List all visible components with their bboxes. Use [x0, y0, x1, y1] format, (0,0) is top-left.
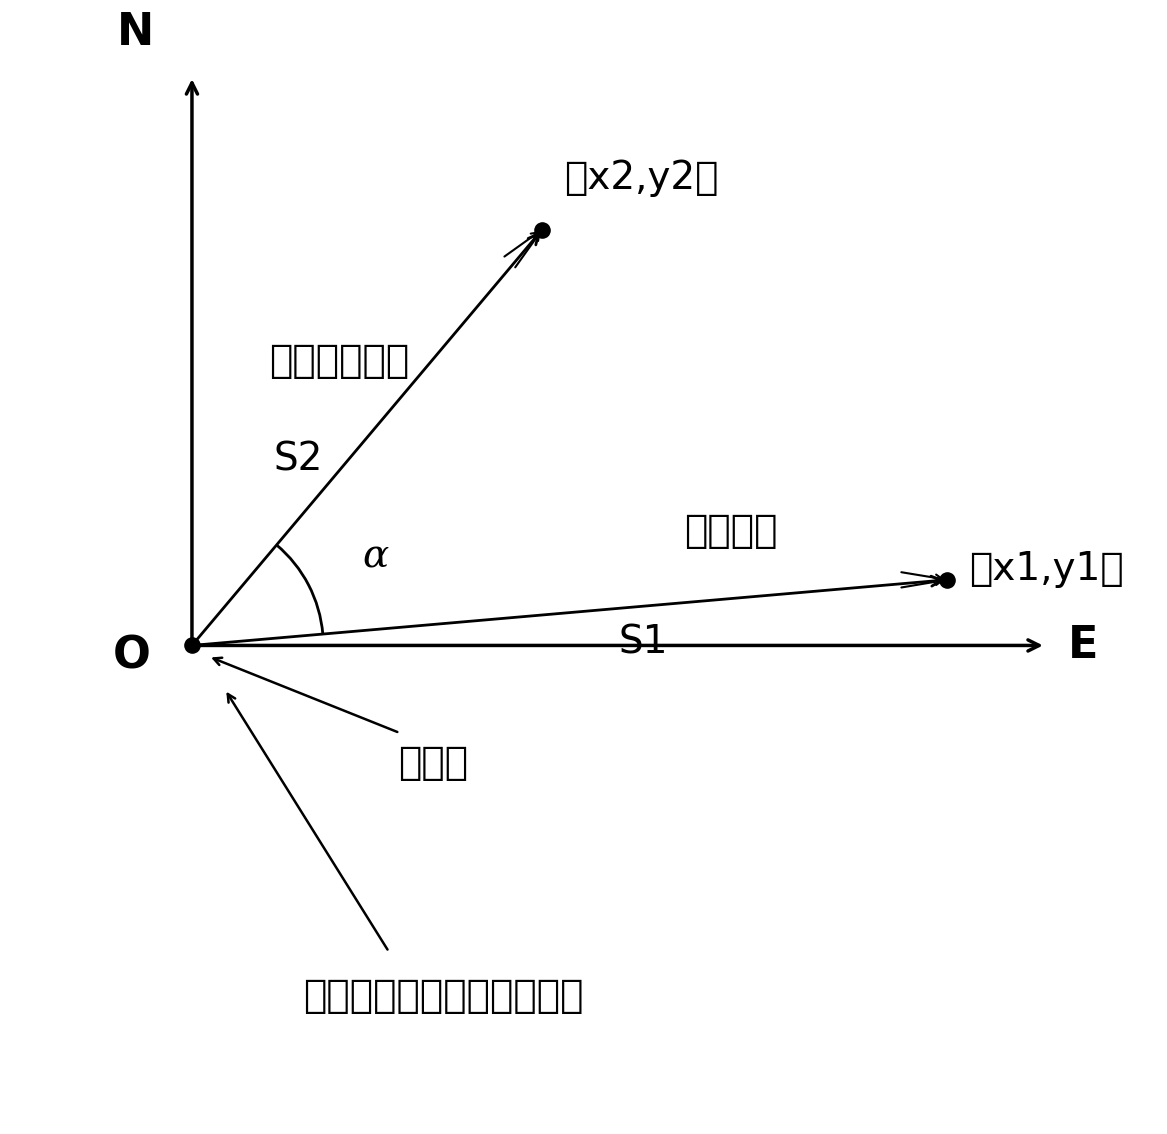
Point: [533, 220, 552, 238]
Text: O: O: [112, 635, 151, 678]
Point: [182, 636, 201, 654]
Text: E: E: [1068, 624, 1098, 667]
Text: N: N: [117, 11, 154, 54]
Text: 船位推算轨迹: 船位推算轨迹: [268, 341, 408, 380]
Text: S2: S2: [273, 441, 323, 479]
Text: （x1,y1）: （x1,y1）: [969, 550, 1124, 587]
Text: 真实轨迹: 真实轨迹: [685, 511, 778, 550]
Point: [938, 570, 957, 589]
Text: S1: S1: [619, 624, 668, 661]
Text: 初始点: 初始点: [398, 744, 468, 782]
Text: α: α: [362, 539, 389, 576]
Text: 粗对准后的初始航向误差角: 粗对准后的初始航向误差角: [303, 976, 584, 1015]
Text: （x2,y2）: （x2,y2）: [564, 159, 719, 196]
